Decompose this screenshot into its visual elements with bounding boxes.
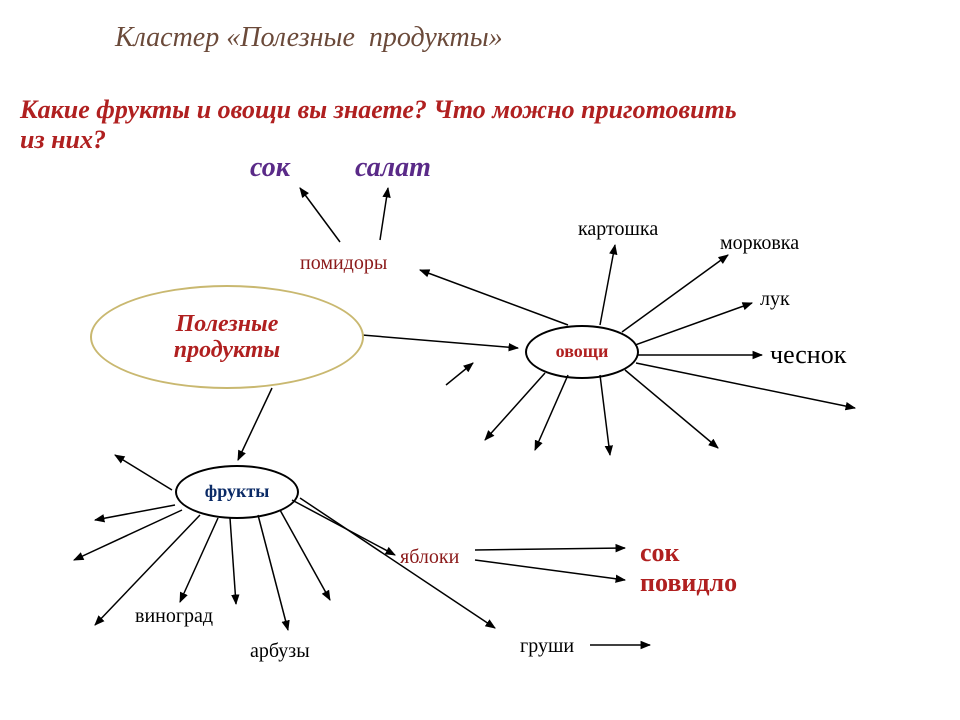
arrow: [475, 548, 625, 550]
node-central: Полезные продукты: [90, 285, 364, 389]
arrow: [180, 518, 218, 602]
label-arbuzy: арбузы: [250, 640, 310, 663]
label-luk: лук: [760, 288, 790, 311]
node-central-label: Полезные продукты: [174, 311, 280, 364]
node-ovoshi-label: овощи: [556, 342, 609, 362]
arrow: [258, 515, 288, 630]
node-frukty: фрукты: [175, 465, 299, 519]
arrow: [600, 245, 615, 325]
label-chesnok: чеснок: [770, 340, 846, 370]
node-frukty-label: фрукты: [205, 482, 270, 502]
arrow: [292, 500, 395, 555]
label-sok_top: сок: [250, 152, 290, 184]
arrow: [446, 363, 473, 385]
label-povidlo: повидло: [640, 568, 737, 598]
arrow: [300, 498, 495, 628]
arrow: [230, 518, 236, 604]
arrow: [635, 303, 752, 345]
arrow: [485, 373, 545, 440]
arrow: [74, 510, 182, 560]
label-sok_bot: сок: [640, 538, 680, 568]
arrow: [622, 255, 728, 332]
diagram-question: Какие фрукты и овощи вы знаете? Что можн…: [20, 95, 737, 155]
arrow: [420, 270, 568, 325]
diagram-title: Кластер «Полезные продукты»: [115, 22, 503, 54]
arrow: [300, 188, 340, 242]
label-vinograd: виноград: [135, 605, 213, 628]
arrow: [115, 455, 172, 490]
arrow: [238, 388, 272, 460]
label-yabloki: яблоки: [400, 546, 459, 569]
label-grushi: груши: [520, 635, 574, 658]
arrow: [475, 560, 625, 580]
diagram-stage: Кластер «Полезные продукты» Какие фрукты…: [0, 0, 960, 720]
arrow: [625, 370, 718, 448]
arrow: [362, 335, 518, 348]
node-ovoshi: овощи: [525, 325, 639, 379]
label-pomidory: помидоры: [300, 252, 387, 275]
arrow: [380, 188, 388, 240]
label-salat: салат: [355, 152, 431, 184]
label-kartoshka: картошка: [578, 218, 658, 241]
arrow: [535, 375, 568, 450]
arrow: [600, 375, 610, 455]
label-morkovka: морковка: [720, 232, 799, 255]
arrow: [280, 510, 330, 600]
arrow: [95, 505, 175, 520]
